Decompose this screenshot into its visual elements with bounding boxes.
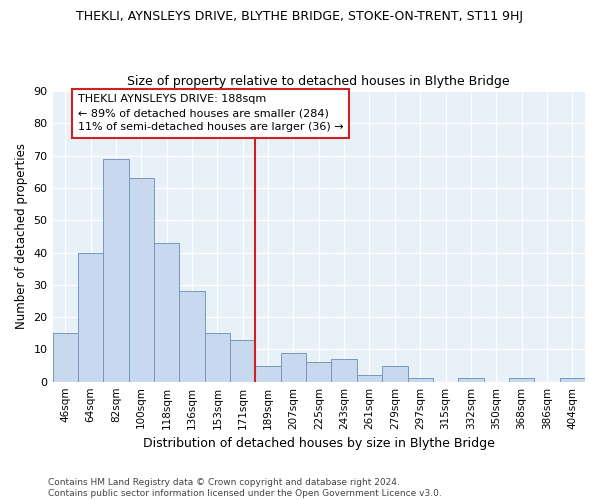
Bar (331, 359, 357, 382)
Bar (256, 366, 281, 382)
Bar (230, 340, 256, 382)
Bar (458, 378, 484, 382)
Text: Contains HM Land Registry data © Crown copyright and database right 2024.
Contai: Contains HM Land Registry data © Crown c… (48, 478, 442, 498)
Title: Size of property relative to detached houses in Blythe Bridge: Size of property relative to detached ho… (127, 76, 510, 88)
Text: THEKLI AYNSLEYS DRIVE: 188sqm
← 89% of detached houses are smaller (284)
11% of : THEKLI AYNSLEYS DRIVE: 188sqm ← 89% of d… (78, 94, 344, 132)
Bar (154, 243, 179, 382)
Bar (357, 375, 382, 382)
Bar (306, 362, 331, 382)
Bar (53, 333, 78, 382)
Bar (407, 378, 433, 382)
Bar (103, 159, 128, 382)
Bar (382, 366, 407, 382)
Bar (78, 252, 103, 382)
X-axis label: Distribution of detached houses by size in Blythe Bridge: Distribution of detached houses by size … (143, 437, 495, 450)
Bar (560, 378, 585, 382)
Bar (281, 352, 306, 382)
Text: THEKLI, AYNSLEYS DRIVE, BLYTHE BRIDGE, STOKE-ON-TRENT, ST11 9HJ: THEKLI, AYNSLEYS DRIVE, BLYTHE BRIDGE, S… (77, 10, 523, 23)
Bar (128, 178, 154, 382)
Bar (179, 292, 205, 382)
Y-axis label: Number of detached properties: Number of detached properties (15, 144, 28, 330)
Bar (205, 333, 230, 382)
Bar (509, 378, 534, 382)
